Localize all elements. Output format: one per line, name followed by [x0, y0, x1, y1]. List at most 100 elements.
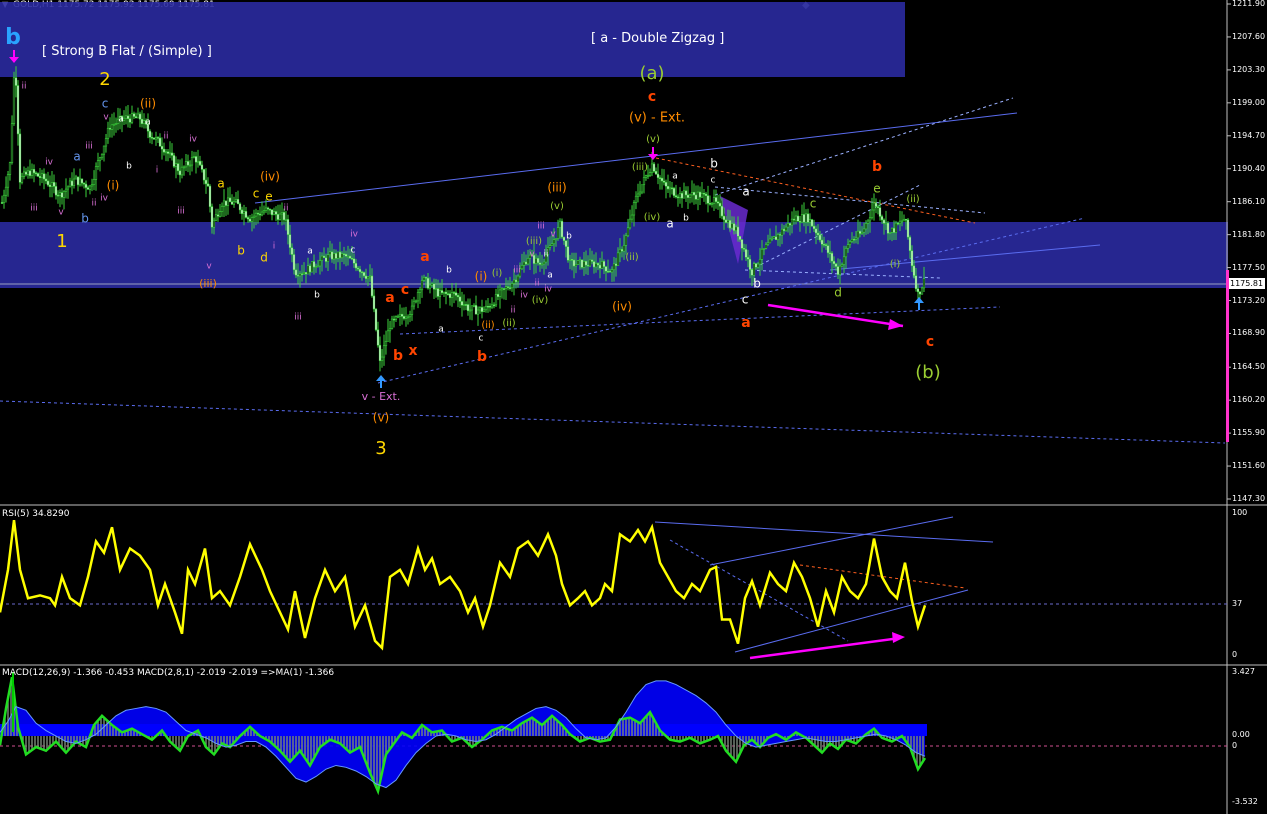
sub-wave-label: a — [547, 271, 553, 281]
wave-label: (ii) — [625, 252, 638, 263]
candle-body — [353, 259, 355, 263]
candle-body — [645, 176, 647, 178]
sub-wave-label: i — [273, 242, 276, 252]
candle-body — [49, 185, 51, 187]
sub-wave-label: v — [550, 230, 556, 240]
candle-body — [175, 164, 177, 167]
candle-body — [435, 289, 437, 290]
candle-body — [919, 292, 921, 294]
candle-body — [379, 345, 381, 360]
candle-body — [471, 306, 473, 310]
candle-body — [651, 164, 653, 173]
candle-body — [273, 212, 275, 215]
sub-wave-label: v — [103, 113, 109, 123]
candle-body — [743, 248, 745, 249]
candle-body — [851, 239, 853, 241]
wave-label: b — [683, 214, 689, 224]
wave-label: (i) — [475, 270, 488, 284]
candle-body — [601, 261, 603, 268]
candle-body — [245, 211, 247, 217]
candle-body — [663, 181, 665, 182]
wave-label: (iii) — [199, 277, 217, 290]
candle-body — [737, 227, 739, 236]
candle-body — [399, 314, 401, 316]
candle-body — [515, 280, 517, 282]
candle-body — [323, 256, 325, 258]
candle-body — [181, 167, 183, 175]
candle-body — [87, 188, 89, 190]
candle-body — [613, 264, 615, 270]
wave-label: b — [393, 348, 403, 364]
candle-body — [751, 270, 753, 276]
candle-body — [187, 161, 189, 165]
candle-body — [125, 116, 127, 118]
wave-label: d — [260, 251, 268, 265]
wave-label: (iii) — [547, 181, 566, 195]
wave-label: (ii) — [906, 194, 919, 205]
candle-body — [587, 265, 589, 266]
candle-body — [503, 289, 505, 290]
candle-body — [701, 193, 703, 197]
wave-label: (iv) — [612, 300, 632, 314]
candle-body — [815, 229, 817, 233]
current-price-tag: 1175.81 — [1228, 278, 1265, 289]
candle-body — [789, 223, 791, 225]
candle-body — [231, 202, 233, 204]
candle-body — [827, 246, 829, 253]
wave-label: c — [810, 197, 817, 211]
sub-wave-label: iv — [100, 194, 109, 204]
rsi-tick-37: 37 — [1232, 599, 1242, 608]
macd-left-edge-line — [12, 672, 14, 732]
candle-body — [717, 202, 719, 203]
candle-body — [237, 199, 239, 204]
candle-body — [921, 288, 923, 294]
candle-body — [831, 253, 833, 261]
candle-body — [393, 319, 395, 320]
candle-body — [859, 231, 861, 233]
candle-body — [173, 155, 175, 166]
candle-body — [449, 294, 451, 298]
candle-body — [93, 179, 95, 184]
candle-body — [253, 216, 255, 217]
candle-body — [199, 161, 201, 165]
candle-body — [565, 241, 567, 247]
wave-label: b — [81, 212, 89, 226]
candle-body — [55, 186, 57, 195]
sub-wave-label: ii — [510, 306, 515, 316]
candle-body — [191, 157, 193, 165]
candle-body — [387, 331, 389, 342]
candle-body — [289, 235, 291, 248]
candle-body — [161, 146, 163, 149]
candle-body — [581, 260, 583, 268]
candle-body — [485, 306, 487, 310]
sub-wave-label: iii — [85, 142, 93, 152]
candle-body — [381, 357, 383, 361]
candle-body — [823, 244, 825, 245]
candle-body — [777, 234, 779, 239]
price-tick-label: 1190.40 — [1232, 164, 1265, 173]
candle-body — [5, 187, 7, 195]
wave-label: (ii) — [502, 318, 515, 329]
candle-body — [711, 203, 713, 204]
candle-body — [693, 192, 695, 195]
candle-body — [165, 152, 167, 153]
macd-zero-band — [0, 724, 927, 736]
candle-body — [833, 261, 835, 264]
candle-body — [431, 284, 433, 285]
candle-body — [79, 179, 81, 185]
candle-body — [603, 261, 605, 266]
sub-wave-label: iv — [520, 291, 529, 301]
macd-tick-zero-signal: 0.00 — [1232, 730, 1250, 739]
candle-body — [595, 263, 597, 267]
candle-body — [31, 169, 33, 175]
candle-body — [141, 119, 143, 124]
candle-body — [563, 237, 565, 241]
candle-body — [845, 248, 847, 256]
candle-body — [455, 293, 457, 296]
candle-body — [715, 197, 717, 201]
candle-body — [523, 262, 525, 265]
candle-body — [733, 224, 735, 231]
wave-label: c — [401, 282, 409, 298]
candle-body — [647, 175, 649, 176]
